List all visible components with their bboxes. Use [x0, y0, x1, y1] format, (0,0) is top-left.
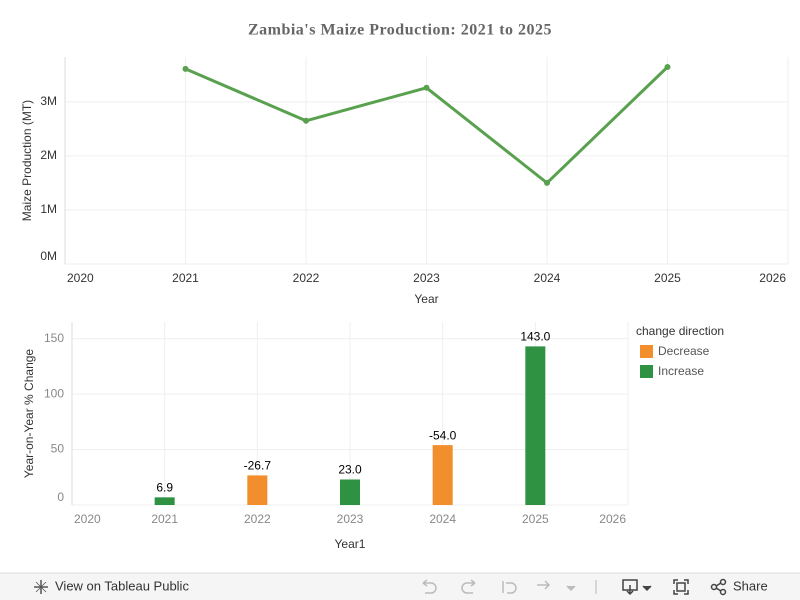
toolbar-bg — [0, 573, 800, 600]
bar — [525, 346, 546, 505]
y-tick-label: 150 — [44, 331, 64, 345]
x-tick-label: 2026 — [759, 271, 786, 285]
y-tick-label: 1M — [40, 202, 57, 216]
y-tick-label: 2M — [40, 148, 57, 162]
tableau-icon[interactable] — [34, 580, 48, 594]
x-tick-label: 2023 — [413, 271, 440, 285]
x-tick-label: 2026 — [599, 512, 626, 526]
x-tick-label: 2024 — [534, 271, 561, 285]
bar-label: -26.7 — [244, 459, 272, 473]
x-tick-label: 2023 — [337, 512, 364, 526]
bar — [154, 497, 175, 505]
bar-label: 143.0 — [520, 330, 550, 344]
bar-label: -54.0 — [429, 428, 457, 442]
share-button[interactable]: Share — [733, 578, 768, 593]
data-point — [182, 65, 189, 72]
legend-swatch — [640, 365, 653, 378]
legend-swatch — [640, 345, 653, 358]
legend-label: Decrease — [658, 344, 710, 358]
x-tick-label: 2020 — [74, 512, 101, 526]
y-tick-label: 100 — [44, 386, 64, 400]
dashboard-title: Zambia's Maize Production: 2021 to 2025 — [248, 22, 552, 39]
data-point — [303, 117, 309, 124]
bar — [247, 475, 268, 505]
history-buttons — [422, 579, 597, 594]
data-point — [664, 63, 671, 70]
x-tick-label: 2022 — [293, 271, 320, 285]
bar-label: 23.0 — [338, 463, 362, 477]
x-tick-label: 2025 — [654, 271, 681, 285]
y-tick-label: 0M — [40, 249, 57, 263]
x-tick-label: 2024 — [429, 512, 456, 526]
y-axis-title: Year-on-Year % Change — [22, 349, 36, 479]
toolbar: View on Tableau Public Share — [0, 572, 800, 600]
x-tick-label: 2021 — [172, 271, 199, 285]
legend-title: change direction — [636, 324, 724, 338]
y-tick-label: 50 — [51, 442, 65, 456]
bar-label: 6.9 — [156, 481, 173, 495]
x-axis-title: Year — [414, 292, 438, 306]
x-axis-title: Year1 — [335, 537, 366, 551]
action-buttons[interactable] — [622, 578, 727, 596]
x-tick-label: 2022 — [244, 512, 271, 526]
x-tick-label: 2021 — [151, 512, 178, 526]
bar — [340, 479, 360, 505]
charts: 0M 1M 2M 3M 2020 2021 2022 2023 2024 2025 2026 Year… — [20, 57, 789, 551]
y-tick-label: 0 — [57, 490, 64, 504]
y-tick-label: 3M — [40, 94, 57, 108]
bar — [432, 445, 453, 505]
x-tick-label: 2025 — [522, 512, 549, 526]
legend-label: Increase — [658, 364, 704, 378]
data-point — [544, 179, 550, 186]
y-axis-title: Maize Production (MT) — [20, 100, 34, 221]
view-on-tableau-link[interactable]: View on Tableau Public — [55, 578, 189, 593]
data-point — [423, 84, 430, 91]
x-tick-label: 2020 — [67, 271, 94, 285]
